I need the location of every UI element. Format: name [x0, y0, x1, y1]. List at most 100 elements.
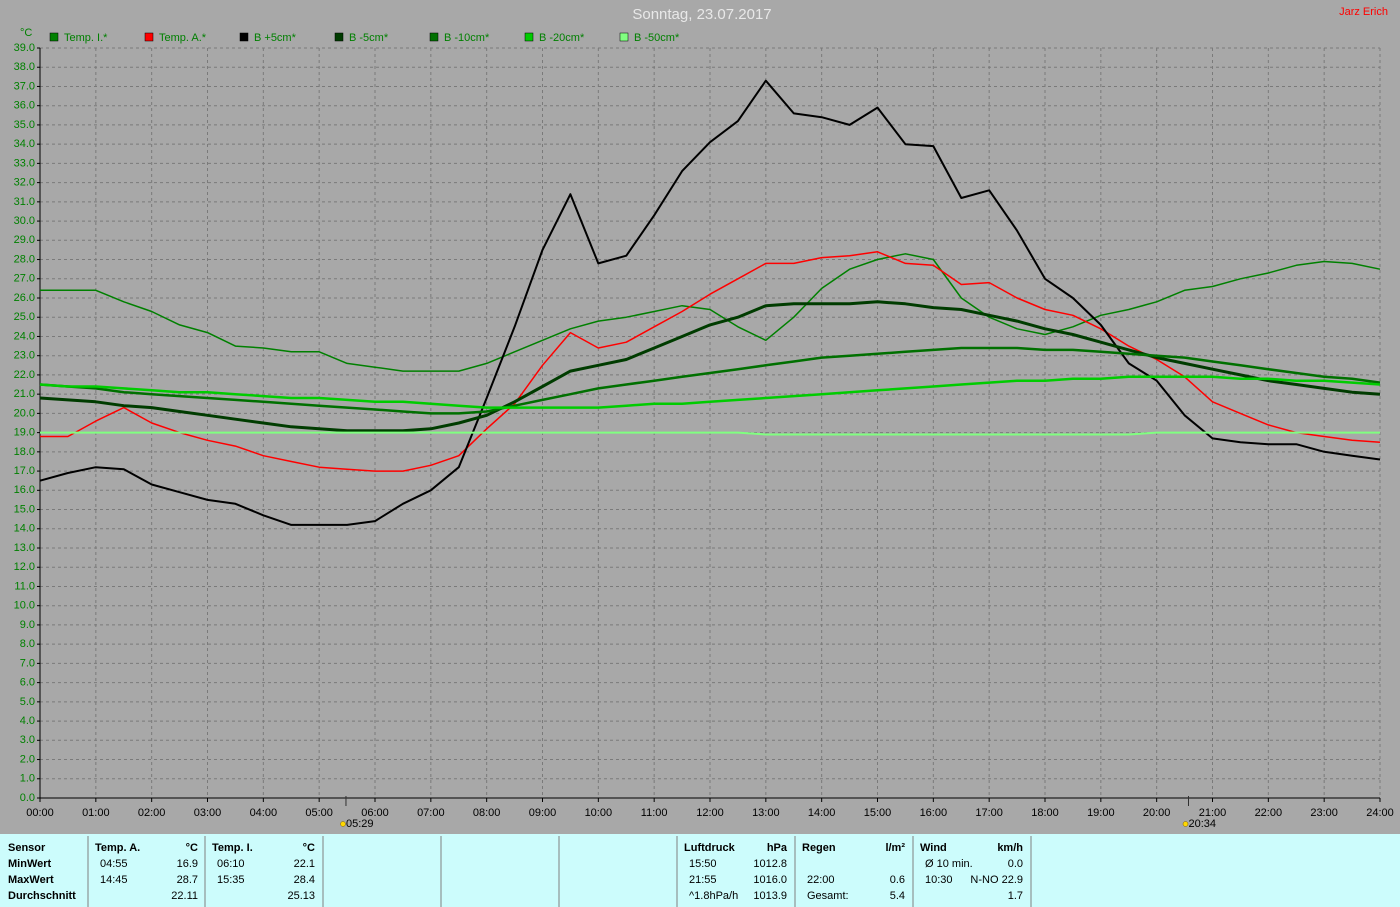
x-tick-label: 19:00: [1087, 807, 1115, 819]
y-tick-label: 25.0: [14, 311, 35, 323]
legend-swatch: [334, 32, 344, 42]
y-tick-label: 1.0: [20, 773, 35, 785]
y-tick-label: 39.0: [14, 42, 35, 54]
cell-time: 21:55: [689, 874, 717, 886]
series-line: [40, 251, 1381, 472]
cell-time: 14:45: [100, 874, 128, 886]
y-tick-label: 24.0: [14, 330, 35, 342]
y-unit: °C: [20, 27, 32, 39]
legend-swatch: [49, 32, 59, 42]
cell-value: 5.4: [890, 890, 905, 902]
sun-icon: [1182, 821, 1189, 827]
legend-label: B -5cm*: [349, 32, 389, 44]
y-tick-label: 32.0: [14, 177, 35, 189]
block-header: Temp. A.: [95, 842, 140, 854]
series-line: [39, 300, 1381, 433]
x-tick-label: 08:00: [473, 807, 501, 819]
y-tick-label: 14.0: [14, 523, 35, 535]
x-tick-label: 04:00: [250, 807, 278, 819]
sun-time: 20:34: [1188, 818, 1216, 830]
block-header: Regen: [802, 842, 836, 854]
cell-time: Ø 10 min.: [925, 858, 973, 870]
cell-time: 10:30: [925, 874, 953, 886]
cell-time: 15:35: [217, 874, 245, 886]
cell-value: 1012.8: [753, 858, 787, 870]
y-tick-label: 11.0: [14, 580, 35, 592]
block-unit: °C: [303, 842, 315, 854]
x-tick-label: 10:00: [585, 807, 613, 819]
y-tick-label: 30.0: [14, 215, 35, 227]
y-tick-label: 10.0: [14, 600, 35, 612]
x-tick-label: 22:00: [1255, 807, 1283, 819]
series-line: [39, 346, 1381, 415]
cell-time: 15:50: [689, 858, 717, 870]
x-tick-label: 23:00: [1310, 807, 1338, 819]
cell-time: Gesamt:: [807, 890, 849, 902]
row-label: Sensor: [8, 842, 46, 854]
legend-label: Temp. I.*: [64, 32, 108, 44]
block-header: Wind: [920, 842, 947, 854]
x-tick-label: 21:00: [1199, 807, 1227, 819]
x-tick-label: 16:00: [920, 807, 948, 819]
x-tick-label: 00:00: [26, 807, 54, 819]
cell-value: 0.0: [1008, 858, 1023, 870]
block-unit: °C: [186, 842, 198, 854]
y-tick-label: 35.0: [14, 119, 35, 131]
legend-label: B +5cm*: [254, 32, 297, 44]
y-tick-label: 34.0: [14, 138, 35, 150]
y-tick-label: 15.0: [14, 503, 35, 515]
y-tick-label: 4.0: [20, 715, 35, 727]
y-tick-label: 6.0: [20, 677, 35, 689]
legend-label: B -50cm*: [634, 32, 680, 44]
series-line: [40, 253, 1381, 372]
cell-value: N-NO 22.9: [970, 874, 1023, 886]
y-tick-label: 9.0: [20, 619, 35, 631]
y-tick-label: 36.0: [14, 100, 35, 112]
y-tick-label: 22.0: [14, 369, 35, 381]
x-tick-label: 12:00: [696, 807, 724, 819]
x-tick-label: 06:00: [361, 807, 389, 819]
series-line: [40, 431, 1380, 436]
x-tick-label: 03:00: [194, 807, 222, 819]
block-header: Temp. I.: [212, 842, 253, 854]
y-tick-label: 23.0: [14, 350, 35, 362]
cell-value: 1013.9: [753, 890, 787, 902]
block-unit: l/m²: [885, 842, 905, 854]
y-tick-label: 12.0: [14, 561, 35, 573]
y-tick-label: 37.0: [14, 80, 35, 92]
y-tick-label: 13.0: [14, 542, 35, 554]
legend-swatch: [239, 32, 249, 42]
x-tick-label: 05:00: [305, 807, 333, 819]
y-tick-label: 26.0: [14, 292, 35, 304]
series-line: [39, 79, 1381, 526]
cell-value: 22.1: [294, 858, 315, 870]
x-tick-label: 01:00: [82, 807, 110, 819]
row-label: Durchschnitt: [8, 890, 76, 902]
cell-value: 16.9: [177, 858, 198, 870]
y-tick-label: 2.0: [20, 753, 35, 765]
row-label: MinWert: [8, 858, 52, 870]
x-tick-label: 07:00: [417, 807, 445, 819]
cell-time: 04:55: [100, 858, 128, 870]
x-tick-label: 20:00: [1143, 807, 1171, 819]
cell-value: 25.13: [287, 890, 315, 902]
block-header: Luftdruck: [684, 842, 736, 854]
y-tick-label: 0.0: [20, 792, 35, 804]
cell-value: 28.4: [294, 874, 315, 886]
x-tick-label: 24:00: [1366, 807, 1394, 819]
y-tick-label: 19.0: [14, 427, 35, 439]
y-tick-label: 16.0: [14, 484, 35, 496]
block-unit: km/h: [997, 842, 1023, 854]
sun-time: 05:29: [346, 818, 374, 830]
y-tick-label: 18.0: [14, 446, 35, 458]
author: Jarz Erich: [1339, 6, 1388, 18]
y-tick-label: 21.0: [14, 388, 35, 400]
cell-value: 22.11: [171, 890, 198, 902]
legend-label: B -20cm*: [539, 32, 585, 44]
y-tick-label: 29.0: [14, 234, 35, 246]
legend-swatch: [144, 32, 154, 42]
block-unit: hPa: [767, 842, 788, 854]
x-tick-label: 17:00: [975, 807, 1003, 819]
y-tick-label: 38.0: [14, 61, 35, 73]
